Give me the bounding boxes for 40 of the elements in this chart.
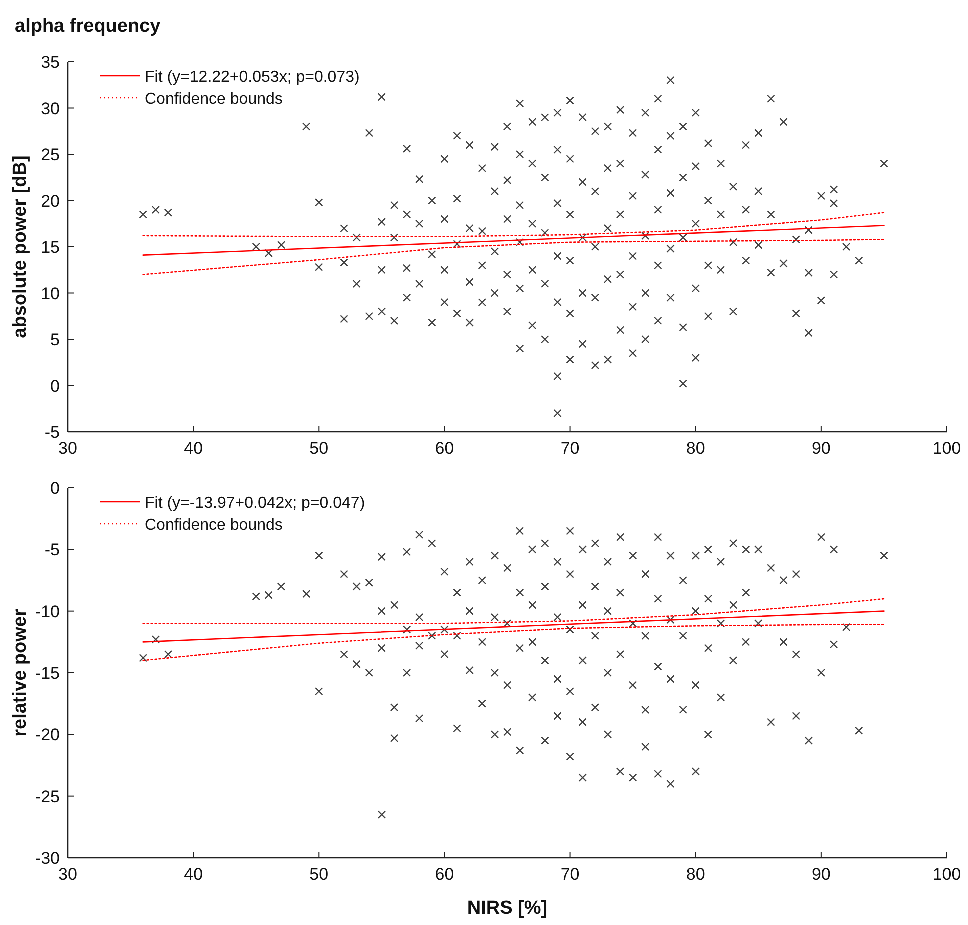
y-tick-label: 10 [41, 284, 60, 304]
x-tick-label: 60 [435, 865, 454, 884]
y-tick-label: -5 [44, 540, 60, 560]
y-tick-label: 35 [41, 53, 60, 72]
y-axis-title: absolute power [dB] [10, 156, 31, 338]
y-tick-label: -25 [35, 787, 60, 806]
y-tick-label: 0 [50, 479, 60, 498]
y-tick-label: 0 [50, 376, 60, 396]
x-tick-label: 100 [932, 865, 962, 884]
x-tick-label: 50 [310, 865, 329, 884]
legend-label: Fit (y=12.22+0.053x; p=0.073) [145, 69, 360, 86]
y-tick-label: -20 [35, 726, 60, 745]
line-series [142, 238, 885, 276]
y-tick-label: 25 [41, 146, 60, 164]
y-axis-title: relative power [10, 608, 31, 737]
x-tick-label: 60 [435, 439, 454, 458]
x-axis-title: NIRS [%] [467, 898, 548, 919]
y-tick-label: 20 [41, 192, 60, 211]
x-tick-label: 80 [686, 439, 706, 458]
x-tick-label: 100 [932, 439, 962, 458]
y-tick-label: -30 [35, 849, 60, 868]
y-tick-label: -15 [35, 664, 60, 683]
y-tick-label: 30 [41, 99, 60, 118]
x-tick-label: 70 [560, 865, 580, 884]
x-tick-label: 40 [184, 865, 204, 884]
line-series [142, 624, 885, 662]
x-tick-label: 70 [560, 439, 580, 458]
legend-label: Fit (y=-13.97+0.042x; p=0.047) [145, 495, 366, 512]
y-tick-label: -5 [44, 423, 60, 442]
y-tick-label: 15 [41, 238, 60, 257]
legend-label: Confidence bounds [145, 91, 283, 108]
x-tick-label: 90 [812, 865, 831, 884]
x-tick-label: 40 [184, 439, 204, 458]
x-tick-label: 50 [310, 439, 329, 458]
x-tick-label: 80 [686, 865, 706, 884]
chart-title: alpha frequency [15, 16, 162, 37]
y-tick-label: 5 [50, 330, 60, 350]
legend-label: Confidence bounds [145, 517, 283, 534]
x-tick-label: 90 [812, 439, 831, 458]
y-tick-label: -10 [35, 602, 60, 622]
